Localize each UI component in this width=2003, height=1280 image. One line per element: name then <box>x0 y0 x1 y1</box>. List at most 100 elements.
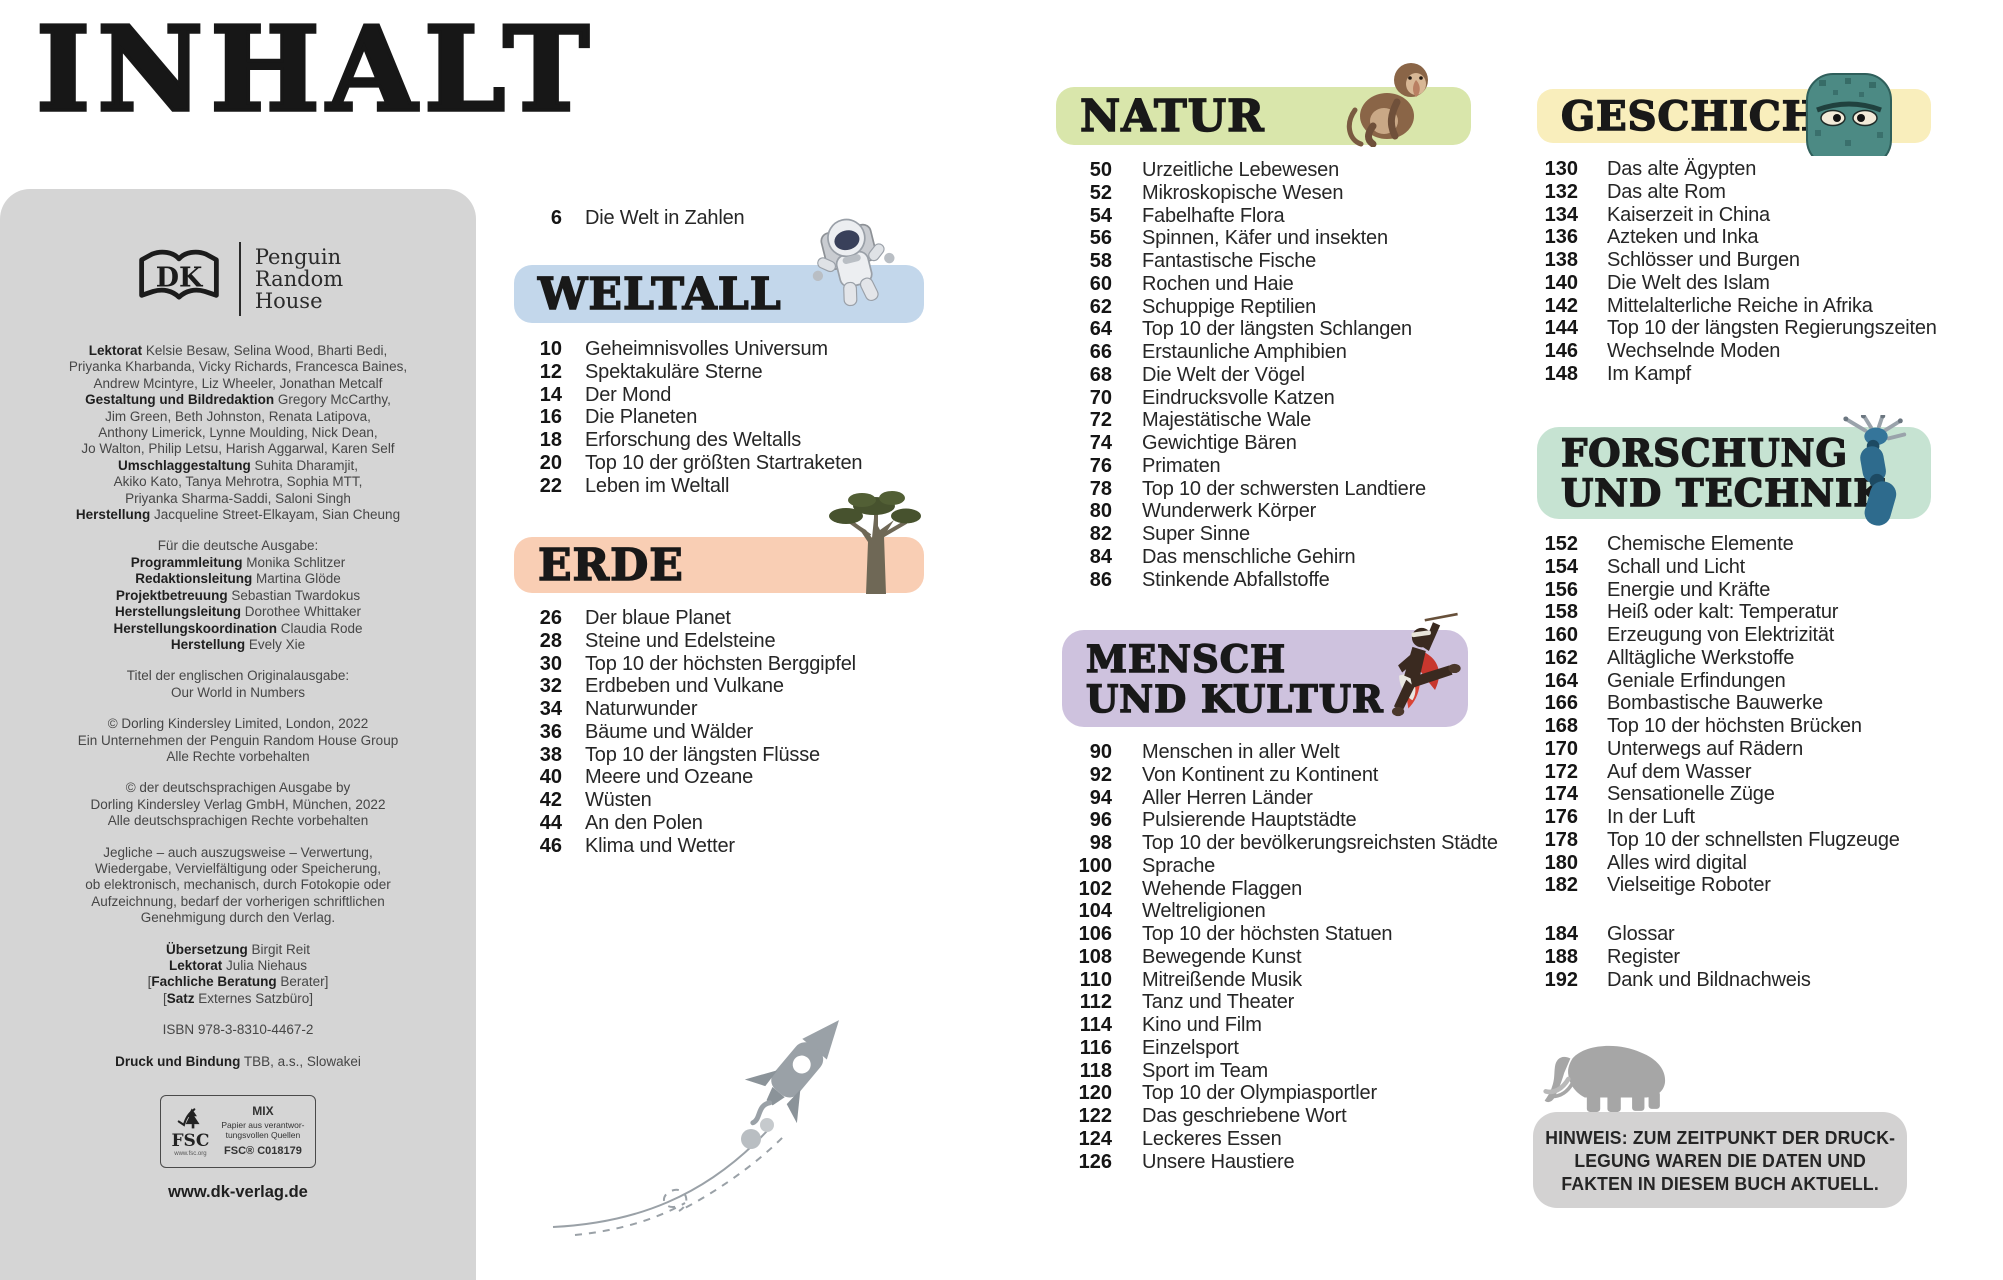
toc-entry[interactable]: 26 Der blaue Planet <box>514 607 856 630</box>
toc-entry[interactable]: 82 Super Sinne <box>1040 523 1426 546</box>
toc-entry[interactable]: 44 An den Polen <box>514 812 856 835</box>
toc-entry[interactable]: 160 Erzeugung von Elektrizität <box>1510 624 1900 647</box>
toc-entry[interactable]: 136 Azteken und Inka <box>1510 226 1937 249</box>
toc-entry[interactable]: 76 Primaten <box>1040 455 1426 478</box>
toc-entry[interactable]: 166 Bombastische Bauwerke <box>1510 692 1900 715</box>
toc-entry[interactable]: 98 Top 10 der bevölkerungsreichsten Städt… <box>1040 832 1498 855</box>
toc-entry[interactable]: 126 Unsere Haustiere <box>1040 1151 1498 1174</box>
toc-entry[interactable]: 156 Energie und Kräfte <box>1510 579 1900 602</box>
toc-entry[interactable]: 174 Sensationelle Züge <box>1510 783 1900 806</box>
toc-entry-title: Top 10 der längsten Flüsse <box>585 743 820 766</box>
toc-entry[interactable]: 158 Heiß oder kalt: Temperatur <box>1510 601 1900 624</box>
toc-entry[interactable]: 188 Register <box>1510 946 1811 969</box>
toc-entry[interactable]: 18 Erforschung des Weltalls <box>514 429 862 452</box>
toc-page-number: 180 <box>1544 851 1578 874</box>
toc-entry[interactable]: 148 Im Kampf <box>1510 363 1937 386</box>
toc-entry[interactable]: 162 Alltägliche Werkstoffe <box>1510 647 1900 670</box>
toc-entry[interactable]: 102 Wehende Flaggen <box>1040 878 1498 901</box>
toc-entry[interactable]: 40 Meere und Ozeane <box>514 766 856 789</box>
toc-entry[interactable]: 46 Klima und Wetter <box>514 835 856 858</box>
toc-entry[interactable]: 132 Das alte Rom <box>1510 181 1937 204</box>
toc-entry[interactable]: 100 Sprache <box>1040 855 1498 878</box>
toc-entry[interactable]: 62 Schuppige Reptilien <box>1040 296 1426 319</box>
toc-entry[interactable]: 30 Top 10 der höchsten Berggipfel <box>514 653 856 676</box>
toc-entry[interactable]: 116 Einzelsport <box>1040 1037 1498 1060</box>
toc-entry[interactable]: 94 Aller Herren Länder <box>1040 787 1498 810</box>
toc-entry[interactable]: 34 Naturwunder <box>514 698 856 721</box>
toc-entry[interactable]: 176 In der Luft <box>1510 806 1900 829</box>
turquoise-mask-image <box>1806 73 1892 156</box>
toc-entry[interactable]: 140 Die Welt des Islam <box>1510 272 1937 295</box>
toc-entry[interactable]: 84 Das menschliche Gehirn <box>1040 546 1426 569</box>
toc-entry[interactable]: 42 Wüsten <box>514 789 856 812</box>
toc-entry[interactable]: 64 Top 10 der längsten Schlangen <box>1040 318 1426 341</box>
toc-entry[interactable]: 106 Top 10 der höchsten Statuen <box>1040 923 1498 946</box>
toc-entry[interactable]: 112 Tanz und Theater <box>1040 991 1498 1014</box>
toc-entry[interactable]: 152 Chemische Elemente <box>1510 533 1900 556</box>
toc-entry[interactable]: 104 Weltreligionen <box>1040 900 1498 923</box>
toc-entry[interactable]: 60 Rochen und Haie <box>1040 273 1426 296</box>
publisher-website-link[interactable]: www.dk-verlag.de <box>168 1182 308 1201</box>
toc-entry[interactable]: 184 Glossar <box>1510 923 1811 946</box>
toc-entry[interactable]: 144 Top 10 der längsten Regierungszeiten <box>1510 317 1937 340</box>
toc-entry[interactable]: 130 Das alte Ägypten <box>1510 158 1937 181</box>
toc-entry[interactable]: 36 Bäume und Wälder <box>514 721 856 744</box>
toc-entry[interactable]: 14 Der Mond <box>514 384 862 407</box>
toc-entry[interactable]: 172 Auf dem Wasser <box>1510 761 1900 784</box>
toc-entry[interactable]: 138 Schlösser und Burgen <box>1510 249 1937 272</box>
toc-entry[interactable]: 178 Top 10 der schnellsten Flugzeuge <box>1510 829 1900 852</box>
toc-page-number: 22 <box>539 474 562 497</box>
toc-entry[interactable]: 96 Pulsierende Hauptstädte <box>1040 809 1498 832</box>
toc-entry[interactable]: 168 Top 10 der höchsten Brücken <box>1510 715 1900 738</box>
toc-entry[interactable]: 170 Unterwegs auf Rädern <box>1510 738 1900 761</box>
toc-entry[interactable]: 20 Top 10 der größten Startraketen <box>514 452 863 475</box>
toc-entry[interactable]: 134 Kaiserzeit in China <box>1510 204 1937 227</box>
toc-entry[interactable]: 180 Alles wird digital <box>1510 852 1900 875</box>
toc-entry-title: Leckeres Essen <box>1142 1127 1282 1150</box>
toc-entry[interactable]: 38 Top 10 der längsten Flüsse <box>514 744 856 767</box>
toc-entry[interactable]: 22 Leben im Weltall <box>514 475 862 498</box>
toc-entry[interactable]: 80 Wunderwerk Körper <box>1040 500 1426 523</box>
fsc-acronym: FSC <box>171 1131 210 1152</box>
toc-entry[interactable]: 72 Majestätische Wale <box>1040 409 1426 432</box>
toc-page-number: 92 <box>1089 763 1112 786</box>
toc-entry[interactable]: 58 Fantastische Fische <box>1040 250 1426 273</box>
toc-entry[interactable]: 86 Stinkende Abfallstoffe <box>1040 569 1426 592</box>
toc-entry[interactable]: 146 Wechselnde Moden <box>1510 340 1937 363</box>
toc-entry[interactable]: 118 Sport im Team <box>1040 1060 1498 1083</box>
toc-entry[interactable]: 124 Leckeres Essen <box>1040 1128 1498 1151</box>
toc-entry[interactable]: 192 Dank und Bildnachweis <box>1510 969 1811 992</box>
fsc-url: www.fsc.org <box>174 1151 207 1158</box>
toc-entry[interactable]: 78 Top 10 der schwersten Landtiere <box>1040 478 1426 501</box>
toc-entry[interactable]: 182 Vielseitige Roboter <box>1510 874 1900 897</box>
toc-entry-title: Unterwegs auf Rädern <box>1607 737 1804 760</box>
toc-entry[interactable]: 6 Die Welt in Zahlen <box>514 207 745 230</box>
toc-entry[interactable]: 110 Mitreißende Musik <box>1040 969 1498 992</box>
toc-entry[interactable]: 28 Steine und Edelsteine <box>514 630 856 653</box>
toc-entry[interactable]: 90 Menschen in aller Welt <box>1040 741 1498 764</box>
toc-entry[interactable]: 52 Mikroskopische Wesen <box>1040 182 1426 205</box>
toc-entry[interactable]: 54 Fabelhafte Flora <box>1040 205 1426 228</box>
toc-entry[interactable]: 16 Die Planeten <box>514 406 862 429</box>
toc-entry-title: Top 10 der Olympiasportler <box>1142 1082 1377 1105</box>
toc-entry[interactable]: 142 Mittelalterliche Reiche in Afrika <box>1510 295 1937 318</box>
toc-entry[interactable]: 120 Top 10 der Olympiasportler <box>1040 1082 1498 1105</box>
toc-entry[interactable]: 66 Erstaunliche Amphibien <box>1040 341 1426 364</box>
toc-entry[interactable]: 164 Geniale Erfindungen <box>1510 670 1900 693</box>
toc-entry[interactable]: 10 Geheimnisvolles Universum <box>514 338 862 361</box>
toc-entry[interactable]: 154 Schall und Licht <box>1510 556 1900 579</box>
toc-entry[interactable]: 68 Die Welt der Vögel <box>1040 364 1426 387</box>
toc-entry[interactable]: 56 Spinnen, Käfer und insekten <box>1040 227 1426 250</box>
toc-entry[interactable]: 108 Bewegende Kunst <box>1040 946 1498 969</box>
toc-entry[interactable]: 122 Das geschriebene Wort <box>1040 1105 1498 1128</box>
toc-entry[interactable]: 114 Kino und Film <box>1040 1014 1498 1037</box>
toc-page-number: 70 <box>1089 386 1112 409</box>
toc-entry[interactable]: 32 Erdbeben und Vulkane <box>514 675 856 698</box>
toc-page-number: 60 <box>1089 272 1112 295</box>
toc-entry[interactable]: 12 Spektakuläre Sterne <box>514 361 862 384</box>
toc-entry[interactable]: 92 Von Kontinent zu Kontinent <box>1040 764 1498 787</box>
toc-entry-title: Bombastische Bauwerke <box>1607 692 1823 715</box>
toc-entry[interactable]: 70 Eindrucksvolle Katzen <box>1040 387 1426 410</box>
toc-entry[interactable]: 50 Urzeitliche Lebewesen <box>1040 159 1426 182</box>
toc-entry[interactable]: 74 Gewichtige Bären <box>1040 432 1426 455</box>
